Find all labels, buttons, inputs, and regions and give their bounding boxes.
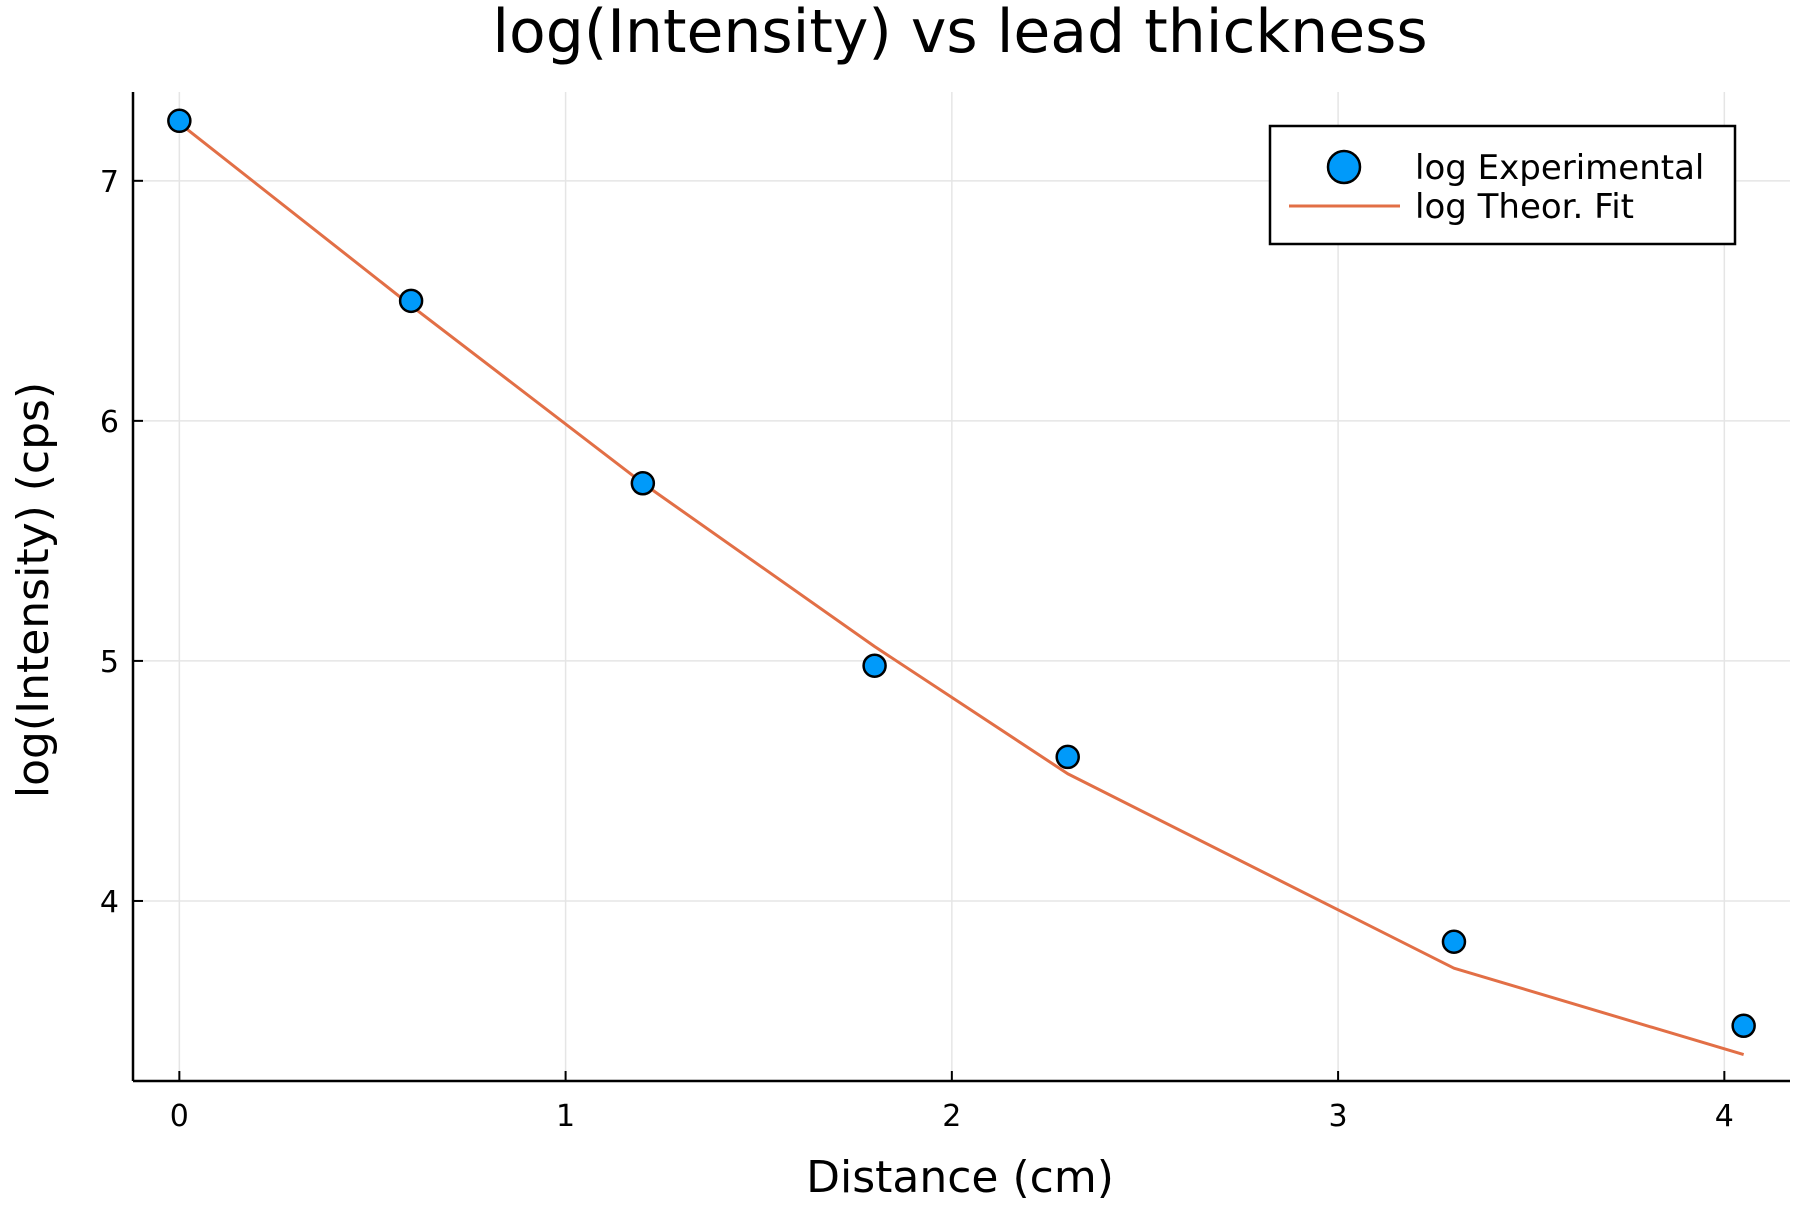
series-line-log-theor-fit — [178, 122, 1745, 1057]
legend-label-log-theor-fit: log Theor. Fit — [1415, 187, 1634, 227]
legend-marker-log-experimental — [1326, 149, 1362, 185]
x-axis-label: Distance (cm) — [806, 1152, 1114, 1200]
data-point-2 — [630, 471, 656, 496]
y-tick-label-3: 7 — [100, 165, 119, 200]
axes — [131, 92, 1790, 1083]
chart-title: log(Intensity) vs lead thickness — [492, 0, 1427, 67]
legend-box — [1268, 124, 1737, 246]
data-point-0 — [167, 108, 192, 134]
legend: log Experimental log Theor. Fit — [1268, 124, 1737, 246]
data-point-6 — [1731, 1013, 1756, 1039]
y-tick-label-1: 5 — [100, 645, 119, 680]
data-point-1 — [398, 288, 424, 314]
y-axis-label: log(Intensity) (cps) — [8, 382, 59, 798]
tick-labels: 0 1 2 3 4 4 5 6 7 — [100, 165, 1734, 1134]
series-layer — [167, 108, 1756, 1057]
y-tick-label-0: 4 — [100, 885, 119, 920]
x-tick-label-0: 0 — [170, 1099, 189, 1134]
data-point-3 — [862, 653, 887, 678]
x-tick-label-2: 2 — [942, 1099, 961, 1134]
y-tick-label-2: 6 — [100, 405, 119, 440]
data-point-4 — [1055, 744, 1080, 770]
data-point-5 — [1441, 929, 1467, 955]
legend-label-log-experimental: log Experimental — [1415, 148, 1704, 188]
x-tick-label-1: 1 — [556, 1099, 575, 1134]
x-tick-label-4: 4 — [1715, 1099, 1734, 1134]
x-tick-label-3: 3 — [1329, 1099, 1348, 1134]
